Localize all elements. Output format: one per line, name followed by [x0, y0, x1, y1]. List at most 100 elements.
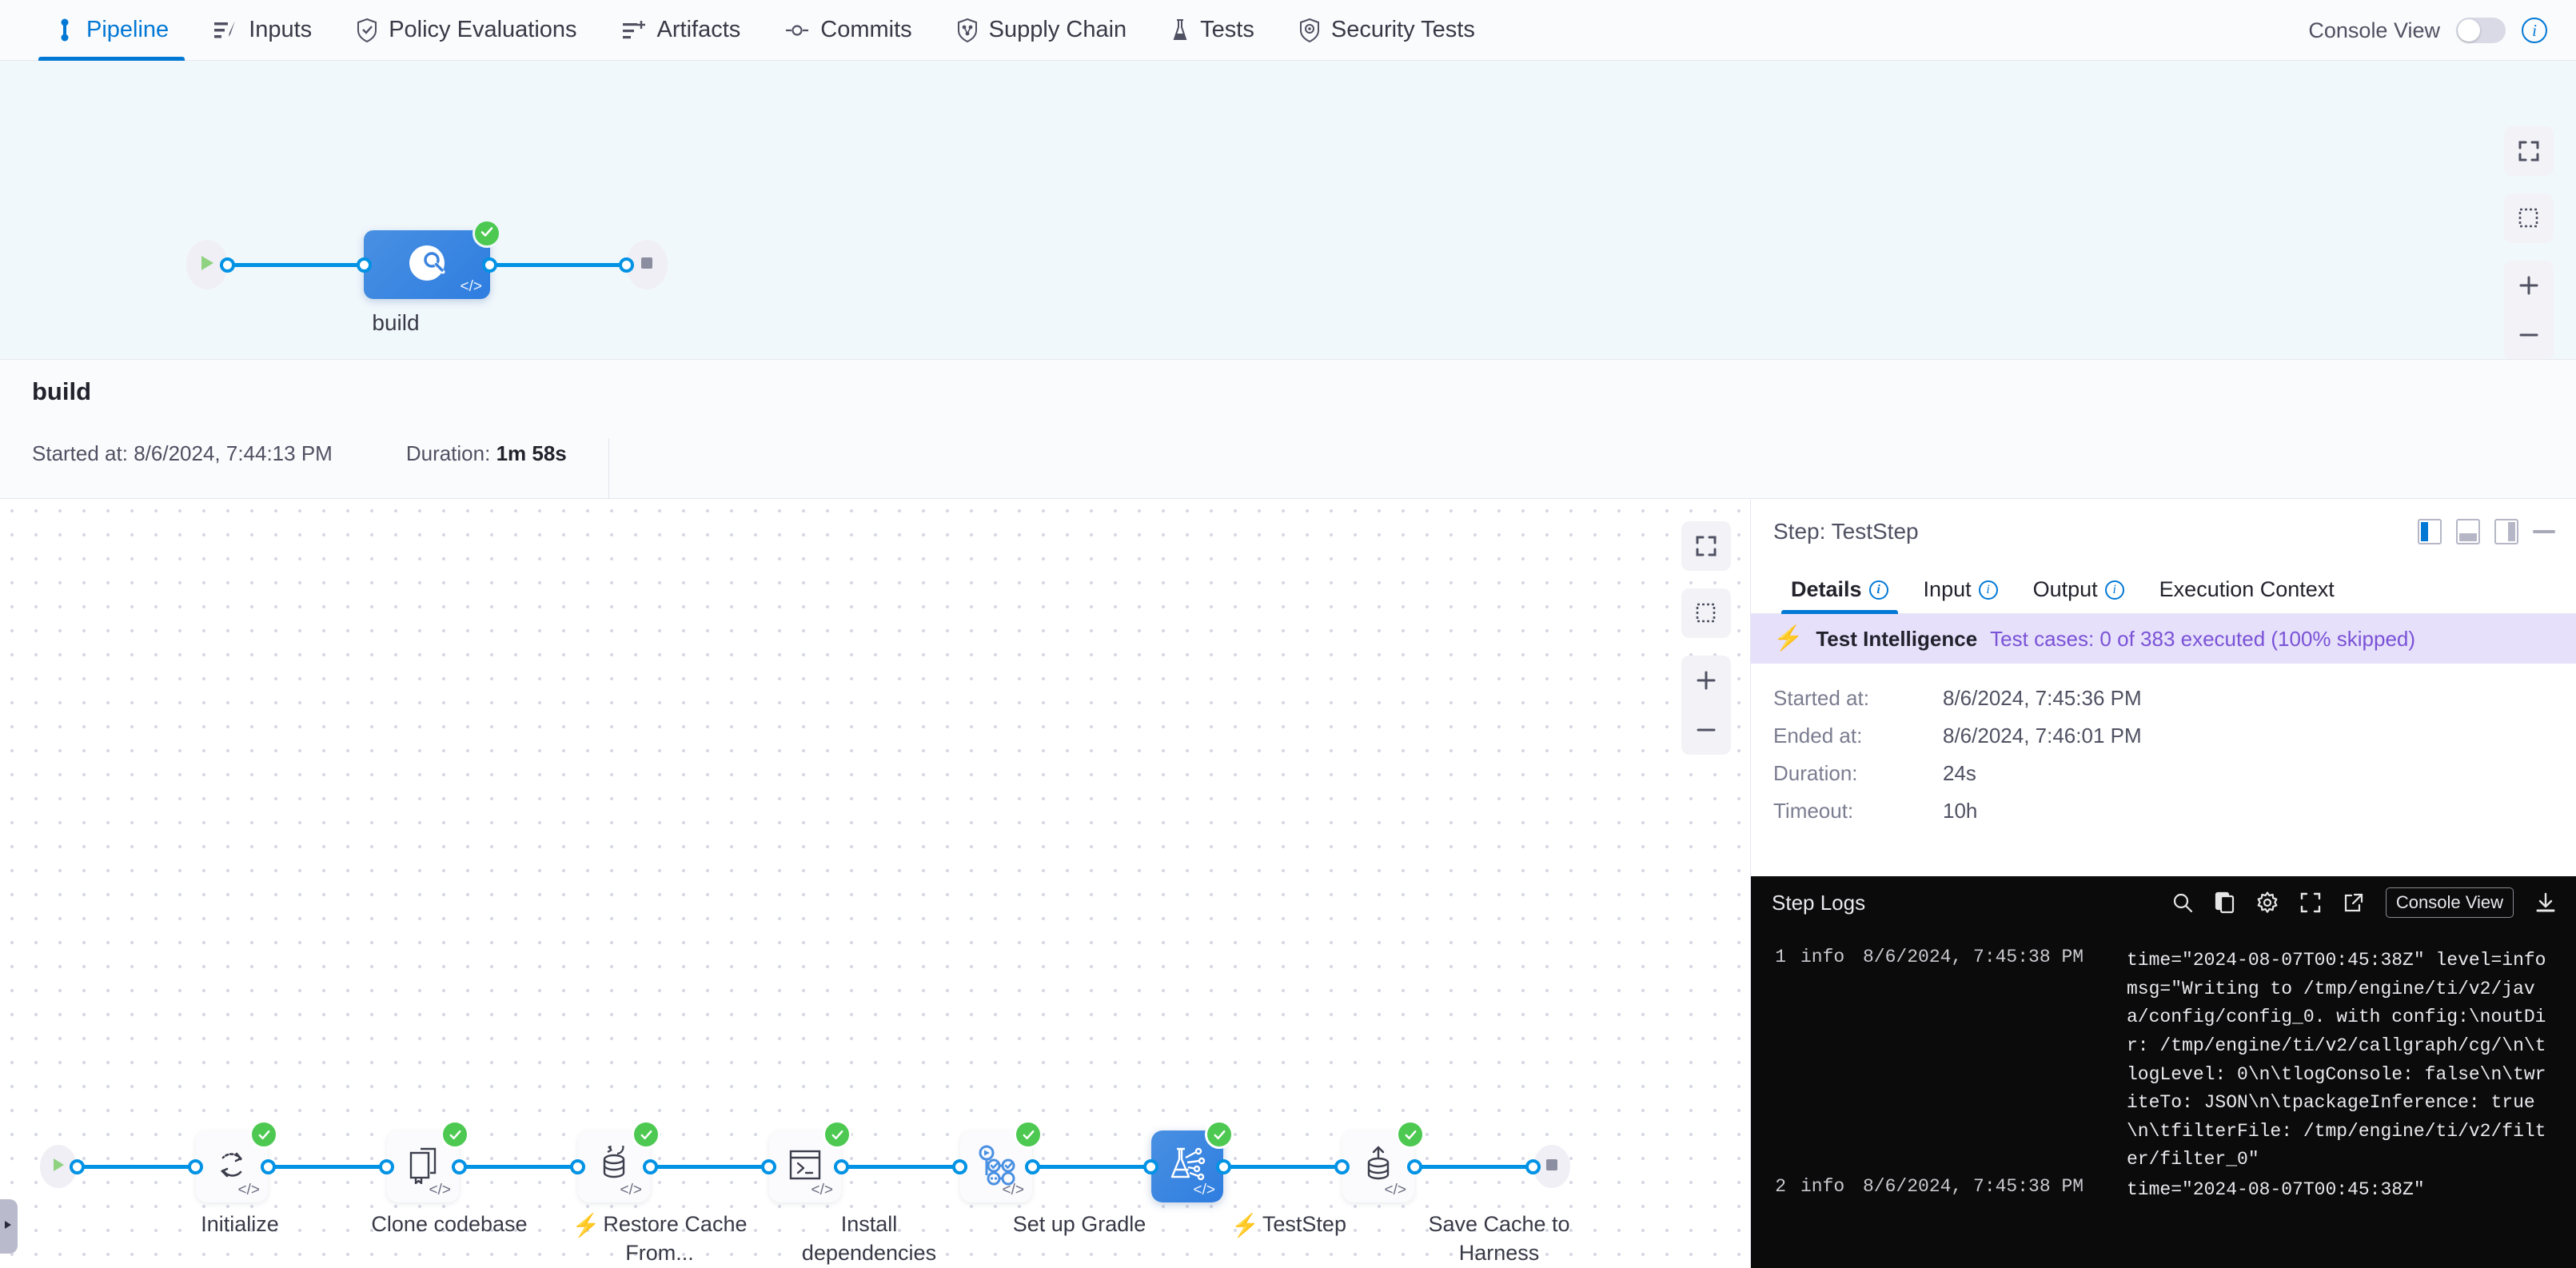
- step-node-restore-cache[interactable]: </>: [578, 1120, 660, 1202]
- bolt-icon: ⚡: [1773, 625, 1804, 652]
- info-icon[interactable]: i: [2522, 18, 2547, 43]
- tab-details[interactable]: Details i: [1773, 577, 1906, 614]
- build-duration-label: Duration:: [405, 441, 491, 465]
- panel-bottom-icon[interactable]: [2456, 519, 2480, 544]
- detail-row-started-at: Started at: 8/6/2024, 7:45:36 PM: [1773, 686, 2554, 711]
- log-line-number: 2: [1775, 1176, 1786, 1198]
- gear-icon[interactable]: [2256, 891, 2279, 914]
- expand-icon[interactable]: [1681, 521, 1731, 571]
- step-label-set-up-gradle: Set up Gradle: [1012, 1212, 1146, 1236]
- step-zoom-controls: [1681, 656, 1731, 755]
- search-icon[interactable]: [2171, 891, 2194, 914]
- connector-dot: [220, 257, 235, 273]
- divider: [608, 438, 609, 507]
- nav-tab-pipeline[interactable]: Pipeline: [32, 0, 191, 61]
- stage-fit-button[interactable]: [2504, 193, 2554, 243]
- step-logs-header: Step Logs: [1751, 876, 2576, 929]
- nav-tab-artifacts[interactable]: Artifacts: [600, 0, 764, 61]
- tab-input[interactable]: Input i: [1906, 577, 2016, 613]
- dashed-square-icon[interactable]: [2504, 193, 2554, 243]
- nav-tab-commits[interactable]: Commits: [763, 0, 934, 61]
- info-icon[interactable]: i: [1868, 580, 1888, 600]
- detail-key: Timeout:: [1773, 799, 1854, 823]
- open-external-icon[interactable]: [2343, 891, 2365, 914]
- step-logs-content[interactable]: 1 info 8/6/2024, 7:45:38 PM time="2024-0…: [1751, 929, 2576, 1205]
- detail-value: 8/6/2024, 7:46:01 PM: [1943, 724, 2142, 748]
- tab-label: Execution Context: [2159, 577, 2335, 601]
- stage-node-build[interactable]: </>: [364, 219, 501, 299]
- status-badge-success: [1205, 1120, 1234, 1149]
- step-details-title: Step: TestStep: [1773, 519, 1919, 544]
- step-graph-canvas[interactable]: </> </>: [0, 499, 1751, 1268]
- connector-dot: [619, 257, 634, 273]
- code-icon[interactable]: </>: [237, 1182, 260, 1198]
- nav-tab-inputs[interactable]: Inputs: [191, 0, 334, 61]
- step-label-teststep: ⚡ TestStep: [1201, 1210, 1377, 1239]
- expand-icon[interactable]: [2504, 126, 2554, 176]
- zoom-in-button[interactable]: [1681, 656, 1731, 705]
- build-title: build: [32, 377, 92, 405]
- copy-icon[interactable]: [2215, 891, 2235, 914]
- connector-dot: [1025, 1158, 1040, 1174]
- zoom-out-button[interactable]: [2504, 310, 2554, 359]
- step-label-text: TestStep: [1262, 1212, 1346, 1236]
- connector-dot: [70, 1158, 85, 1174]
- fullscreen-icon[interactable]: [2299, 891, 2322, 914]
- flask-icon: [1171, 18, 1189, 42]
- nav-tab-tests[interactable]: Tests: [1149, 0, 1277, 61]
- step-label-restore-cache: ⚡ Restore Cache From...: [572, 1210, 748, 1268]
- step-node-save-cache[interactable]: </>: [1342, 1120, 1425, 1202]
- graph-edge: [82, 1164, 191, 1169]
- nav-tab-policy-evaluations[interactable]: Policy Evaluations: [334, 0, 599, 61]
- step-start-node[interactable]: [40, 1145, 77, 1188]
- code-icon[interactable]: </>: [811, 1182, 833, 1198]
- zoom-out-button[interactable]: [1681, 705, 1731, 755]
- nav-tab-security-tests[interactable]: Security Tests: [1277, 0, 1497, 61]
- code-icon[interactable]: </>: [620, 1182, 642, 1198]
- step-node-clone-codebase[interactable]: </>: [387, 1120, 469, 1202]
- step-fullscreen-button[interactable]: [1681, 521, 1731, 571]
- log-message: time="2024-08-07T00:45:38Z": [2127, 1179, 2425, 1201]
- connector-dot: [1525, 1158, 1541, 1174]
- connector-dot: [188, 1158, 203, 1174]
- play-icon: [198, 253, 216, 277]
- code-icon[interactable]: </>: [460, 278, 482, 295]
- console-view-toggle[interactable]: [2456, 18, 2506, 43]
- logs-console-view-button[interactable]: Console View: [2385, 887, 2514, 918]
- status-badge-success: [1396, 1120, 1425, 1149]
- zoom-in-button[interactable]: [2504, 261, 2554, 310]
- log-line: 2 info 8/6/2024, 7:45:38 PM time="2024-0…: [1751, 1176, 2576, 1205]
- detail-row-timeout: Timeout: 10h: [1773, 799, 2554, 823]
- nav-tab-supply-chain[interactable]: Supply Chain: [935, 0, 1150, 61]
- step-details-table: Started at: 8/6/2024, 7:45:36 PM Ended a…: [1751, 664, 2576, 836]
- step-node-set-up-gradle[interactable]: </>: [960, 1120, 1043, 1202]
- step-fit-button[interactable]: [1681, 588, 1731, 638]
- panel-left-icon[interactable]: [2418, 519, 2442, 544]
- code-icon[interactable]: </>: [1002, 1182, 1024, 1198]
- step-node-install-dependencies[interactable]: </>: [769, 1120, 851, 1202]
- stage-graph-canvas[interactable]: </> build: [0, 61, 2576, 360]
- download-icon[interactable]: [2534, 891, 2557, 914]
- code-icon[interactable]: </>: [429, 1182, 451, 1198]
- detail-value: 8/6/2024, 7:45:36 PM: [1943, 686, 2142, 710]
- build-duration-value: 1m 58s: [496, 441, 567, 465]
- refresh-icon: [213, 1146, 250, 1187]
- supply-chain-shield-icon: [957, 18, 978, 42]
- step-label-text: Restore Cache From...: [603, 1212, 748, 1265]
- connector-dot: [952, 1158, 967, 1174]
- step-label-clone-codebase: Clone codebase: [371, 1212, 528, 1236]
- panel-right-icon[interactable]: [2494, 519, 2518, 544]
- step-label-save-cache: Save Cache to Harness: [1428, 1212, 1570, 1265]
- info-icon[interactable]: i: [2104, 580, 2124, 600]
- code-icon[interactable]: </>: [1193, 1182, 1215, 1198]
- info-icon[interactable]: i: [1978, 580, 1998, 600]
- left-panel-expander[interactable]: [0, 1199, 18, 1254]
- step-node-teststep[interactable]: </>: [1151, 1120, 1234, 1202]
- tab-execution-context[interactable]: Execution Context: [2142, 577, 2352, 613]
- code-icon[interactable]: </>: [1384, 1182, 1406, 1198]
- dashed-square-icon[interactable]: [1681, 588, 1731, 638]
- minimize-icon[interactable]: [2533, 530, 2555, 533]
- step-node-initialize[interactable]: </>: [196, 1120, 278, 1202]
- tab-output[interactable]: Output i: [2016, 577, 2142, 613]
- stage-fullscreen-button[interactable]: [2504, 126, 2554, 176]
